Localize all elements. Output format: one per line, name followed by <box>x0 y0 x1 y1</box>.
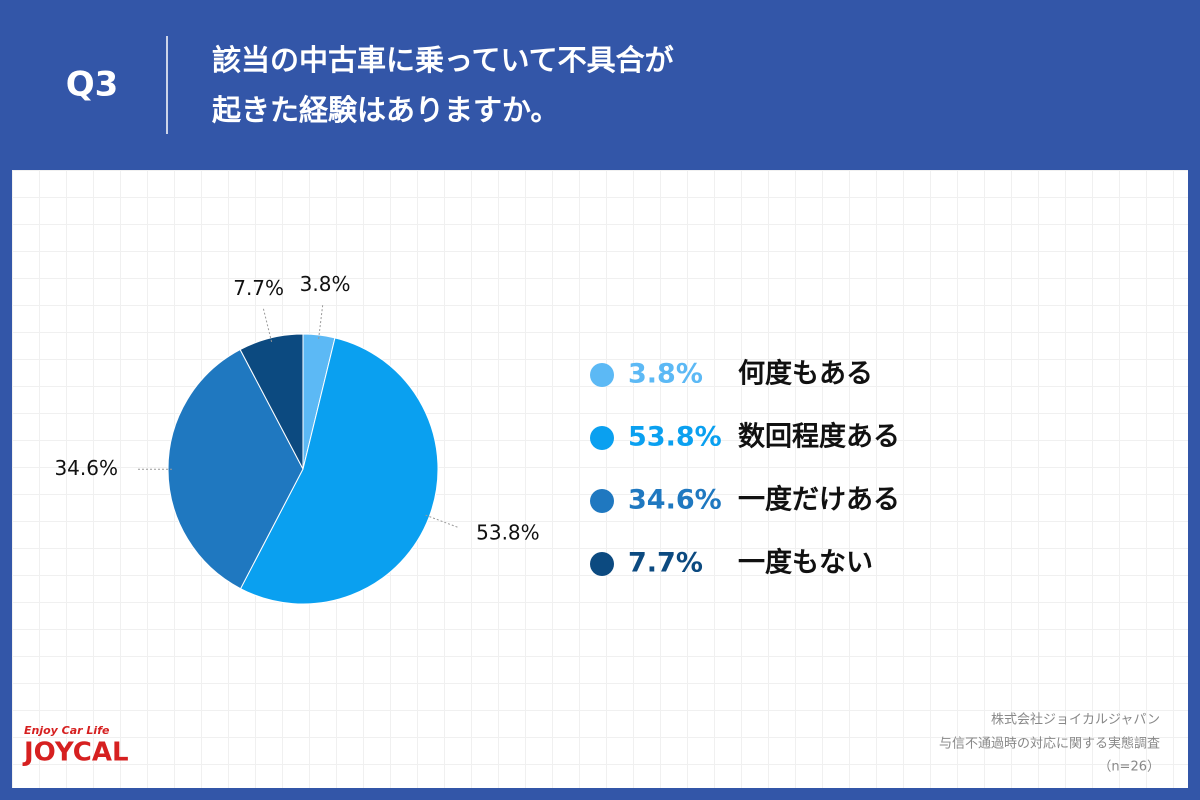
panel <box>12 170 1188 788</box>
logo-tagline: Enjoy Car Life <box>24 724 110 737</box>
source: 株式会社ジョイカルジャパン <box>991 712 1160 728</box>
legend-marker <box>590 489 614 513</box>
legend-marker <box>590 426 614 450</box>
legend-marker <box>590 363 614 387</box>
legend-label: 一度もない <box>738 547 873 579</box>
chart-title: 起きた経験はありますか。 <box>212 93 559 127</box>
pie-slice <box>239 337 439 605</box>
logo: JOYCAL <box>22 738 129 768</box>
legend-label: 一度だけある <box>738 484 900 516</box>
leader-line <box>318 305 324 339</box>
source: （n=26） <box>1098 760 1160 775</box>
legend-value: 34.6% <box>628 485 722 516</box>
leader-line <box>262 308 273 342</box>
source: 与信不通過時の対応に関する実態調査 <box>939 736 1160 752</box>
legend-marker <box>590 552 614 576</box>
data-label: 53.8% <box>476 521 540 545</box>
data-label: 3.8% <box>300 272 351 296</box>
pie-slice <box>167 348 304 590</box>
data-label: 34.6% <box>54 456 118 480</box>
leader-line <box>425 514 458 528</box>
legend-value: 53.8% <box>628 422 722 453</box>
chart-title: 該当の中古車に乗っていて不具合が <box>212 43 674 77</box>
pie-slice <box>239 333 304 470</box>
question-number: Q3 <box>66 65 119 105</box>
legend-label: 何度もある <box>738 358 873 390</box>
legend-value: 7.7% <box>628 548 703 579</box>
data-label: 7.7% <box>233 276 284 300</box>
legend-label: 数回程度ある <box>738 421 900 453</box>
legend-value: 3.8% <box>628 359 703 390</box>
